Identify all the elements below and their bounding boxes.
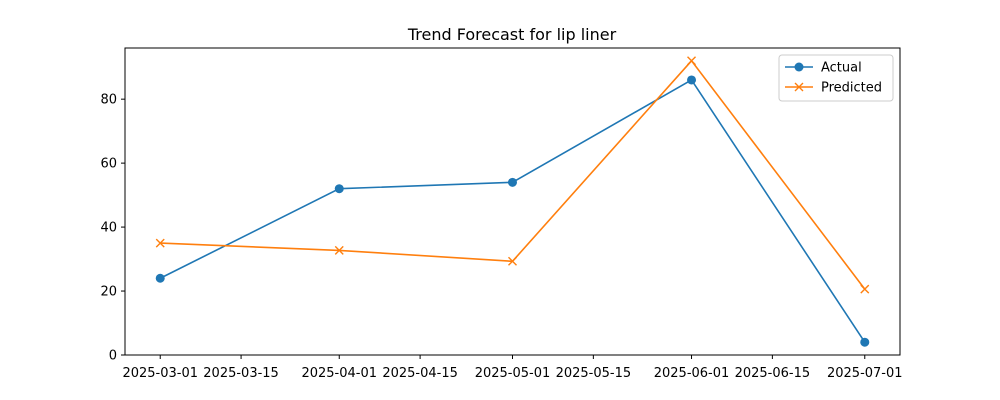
- legend-label: Actual: [821, 61, 862, 76]
- series-predicted: [155, 56, 870, 294]
- legend-marker: [794, 62, 804, 72]
- actual-point: [155, 273, 165, 283]
- x-tick-label: 2025-03-15: [203, 366, 279, 381]
- x-tick-label: 2025-07-01: [827, 366, 903, 381]
- x-tick-label: 2025-05-15: [556, 366, 632, 381]
- predicted-point: [334, 245, 344, 255]
- series-layer: [155, 56, 870, 347]
- actual-point: [334, 184, 344, 194]
- predicted-point: [687, 56, 697, 66]
- x-tick-label: 2025-03-01: [122, 366, 198, 381]
- legend-label: Predicted: [821, 81, 882, 96]
- x-tick-label: 2025-06-15: [735, 366, 811, 381]
- legend-marker: [794, 82, 804, 92]
- predicted-line: [160, 59, 866, 290]
- axes: 2025-03-01 2025-03-15 2025-04-01 2025-04-15…: [100, 47, 903, 381]
- predicted-point: [860, 284, 870, 294]
- y-tick-label: 40: [100, 221, 117, 236]
- y-tick-label: 80: [100, 93, 117, 108]
- chart-title: Trend Forecast for lip liner: [407, 25, 617, 44]
- y-tick-label: 60: [100, 157, 117, 172]
- y-tick-label: 20: [100, 285, 117, 300]
- actual-point: [687, 75, 697, 85]
- actual-point: [860, 337, 870, 347]
- predicted-point: [508, 256, 517, 266]
- y-tick-label: 0: [109, 349, 117, 364]
- series-actual: [155, 75, 870, 347]
- x-tick-label: 2025-06-01: [654, 366, 730, 381]
- legend-item-actual: Actual: [785, 61, 862, 76]
- x-tick-label: 2025-04-15: [382, 366, 458, 381]
- x-tick-label: 2025-05-01: [475, 366, 551, 381]
- predicted-point: [155, 238, 165, 248]
- actual-point: [508, 177, 517, 187]
- legend: Actual Predicted: [778, 54, 894, 102]
- x-tick-label: 2025-04-01: [301, 366, 377, 381]
- legend-item-predicted: Predicted: [785, 81, 882, 96]
- actual-line: [159, 78, 866, 343]
